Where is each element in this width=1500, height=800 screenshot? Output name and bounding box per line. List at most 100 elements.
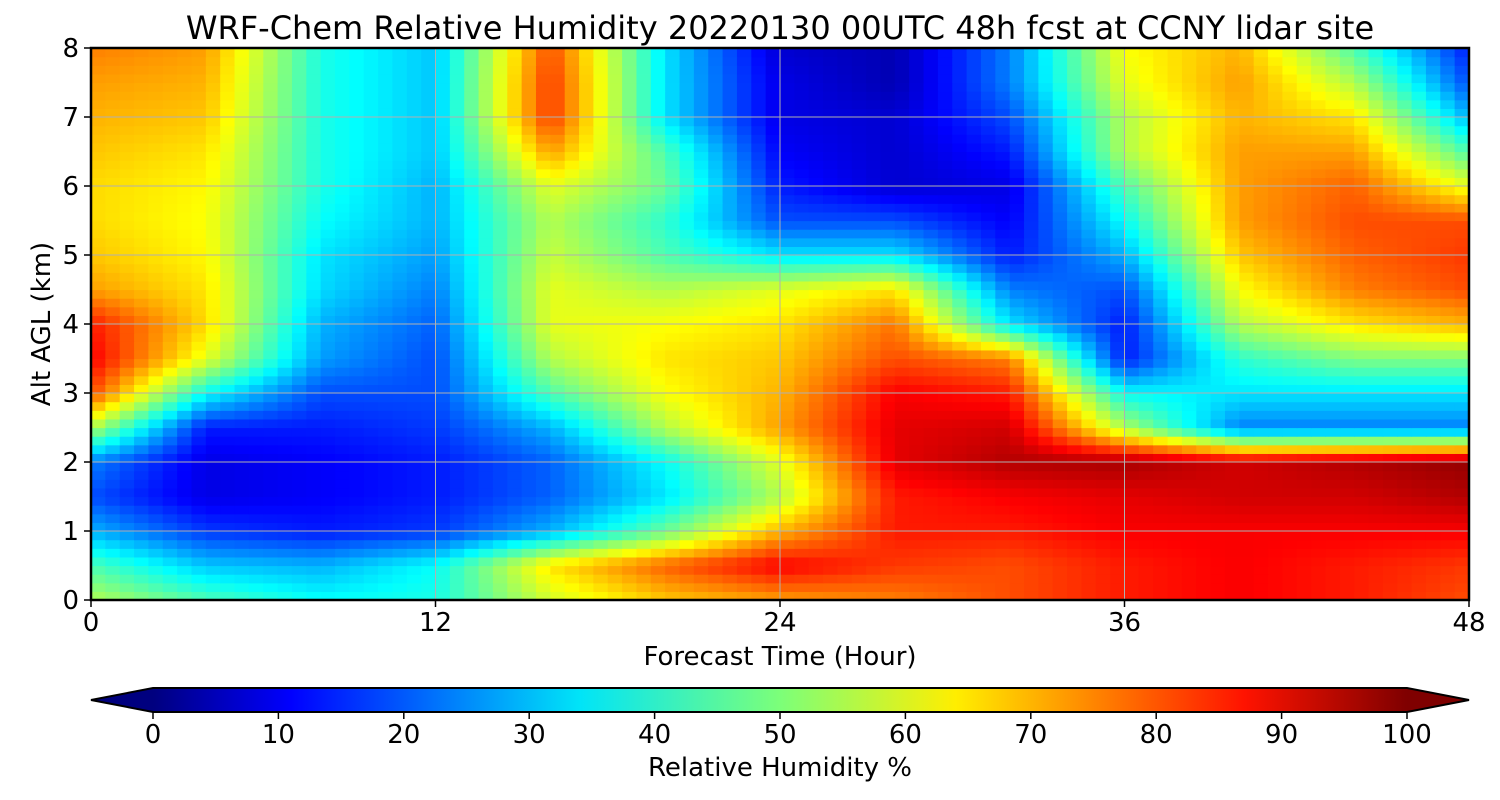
- heatmap-cell: [995, 591, 1011, 600]
- heatmap-cell: [751, 298, 767, 308]
- heatmap-cell: [449, 160, 465, 170]
- heatmap-cell: [478, 556, 494, 567]
- heatmap-cell: [579, 160, 594, 170]
- heatmap-cell: [406, 237, 422, 247]
- heatmap-cell: [478, 427, 494, 437]
- heatmap-cell: [1081, 332, 1097, 342]
- heatmap-cell: [105, 513, 121, 523]
- heatmap-cell: [679, 505, 695, 515]
- heatmap-cell: [1425, 237, 1441, 247]
- heatmap-cell: [421, 574, 437, 584]
- heatmap-cell: [406, 177, 422, 187]
- heatmap-cell: [363, 203, 379, 213]
- heatmap-cell: [1268, 194, 1283, 204]
- heatmap-cell: [1411, 375, 1427, 385]
- heatmap-cell: [234, 341, 250, 351]
- heatmap-cell: [851, 539, 867, 549]
- heatmap-cell: [306, 280, 322, 291]
- heatmap-cell: [866, 151, 882, 161]
- heatmap-cell: [808, 505, 824, 515]
- heatmap-cell: [1311, 565, 1327, 575]
- heatmap-cell: [579, 237, 594, 247]
- heatmap-cell: [449, 539, 465, 549]
- heatmap-cell: [1239, 513, 1255, 523]
- heatmap-cell: [191, 565, 207, 575]
- heatmap-cell: [1296, 246, 1312, 256]
- heatmap-cell: [564, 151, 580, 161]
- heatmap-cell: [1253, 203, 1269, 213]
- heatmap-cell: [421, 255, 437, 265]
- heatmap-cell: [1368, 487, 1384, 498]
- heatmap-cell: [1411, 160, 1427, 170]
- heatmap-cell: [1411, 462, 1427, 472]
- heatmap-cell: [650, 556, 666, 567]
- heatmap-cell: [679, 496, 695, 506]
- heatmap-cell: [794, 496, 810, 506]
- heatmap-cell: [1110, 444, 1126, 454]
- heatmap-cell: [1224, 505, 1240, 515]
- heatmap-cell: [1153, 289, 1169, 299]
- heatmap-cell: [306, 556, 322, 567]
- heatmap-cell: [1210, 332, 1226, 342]
- heatmap-cell: [263, 237, 279, 247]
- heatmap-cell: [1311, 462, 1327, 472]
- heatmap-cell: [966, 358, 982, 368]
- heatmap-cell: [780, 220, 795, 230]
- heatmap-cell: [1253, 324, 1269, 334]
- heatmap-cell: [1196, 246, 1212, 256]
- heatmap-cell: [535, 341, 551, 351]
- heatmap-cell: [1024, 229, 1039, 239]
- heatmap-cell: [708, 298, 724, 308]
- heatmap-cell: [1138, 436, 1154, 446]
- heatmap-cell: [392, 220, 408, 230]
- heatmap-cell: [320, 453, 336, 463]
- heatmap-cell: [1454, 367, 1469, 377]
- heatmap-cell: [105, 393, 121, 403]
- heatmap-cell: [1009, 203, 1025, 213]
- heatmap-cell: [1167, 272, 1183, 282]
- heatmap-cell: [952, 289, 968, 299]
- heatmap-cell: [521, 177, 537, 187]
- heatmap-cell: [736, 496, 752, 506]
- heatmap-cell: [1325, 324, 1341, 334]
- heatmap-cell: [894, 436, 910, 446]
- heatmap-cell: [1153, 496, 1169, 506]
- heatmap-cell: [363, 237, 379, 247]
- heatmap-cell: [1397, 220, 1413, 230]
- heatmap-cell: [1425, 548, 1441, 558]
- heatmap-cell: [492, 444, 508, 454]
- heatmap-cell: [937, 255, 953, 265]
- heatmap-cell: [1138, 548, 1154, 558]
- heatmap-cell: [894, 263, 910, 273]
- heatmap-cell: [880, 436, 896, 446]
- heatmap-cell: [1397, 298, 1413, 308]
- heatmap-cell: [1411, 358, 1427, 368]
- heatmap-cell: [134, 280, 150, 291]
- heatmap-cell: [751, 487, 767, 498]
- heatmap-cell: [464, 470, 480, 480]
- heatmap-cell: [923, 237, 939, 247]
- heatmap-cell: [693, 298, 709, 308]
- heatmap-cell: [1296, 401, 1312, 411]
- heatmap-cell: [191, 582, 207, 592]
- heatmap-cell: [263, 548, 279, 558]
- heatmap-cell: [1167, 289, 1183, 299]
- heatmap-cell: [1038, 367, 1054, 377]
- heatmap-cell: [665, 574, 681, 584]
- heatmap-cell: [736, 470, 752, 480]
- heatmap-cell: [1038, 444, 1054, 454]
- heatmap-cell: [593, 289, 609, 299]
- heatmap-cell: [1009, 280, 1025, 291]
- heatmap-cell: [894, 522, 910, 532]
- heatmap-cell: [1253, 194, 1269, 204]
- heatmap-cell: [306, 151, 322, 161]
- heatmap-cell: [263, 539, 279, 549]
- heatmap-cell: [894, 487, 910, 498]
- heatmap-cell: [579, 168, 594, 178]
- heatmap-cell: [220, 462, 236, 472]
- heatmap-cell: [1210, 272, 1226, 282]
- heatmap-cell: [1253, 531, 1269, 541]
- heatmap-cell: [191, 229, 207, 239]
- heatmap-cell: [119, 160, 135, 170]
- heatmap-cell: [406, 220, 422, 230]
